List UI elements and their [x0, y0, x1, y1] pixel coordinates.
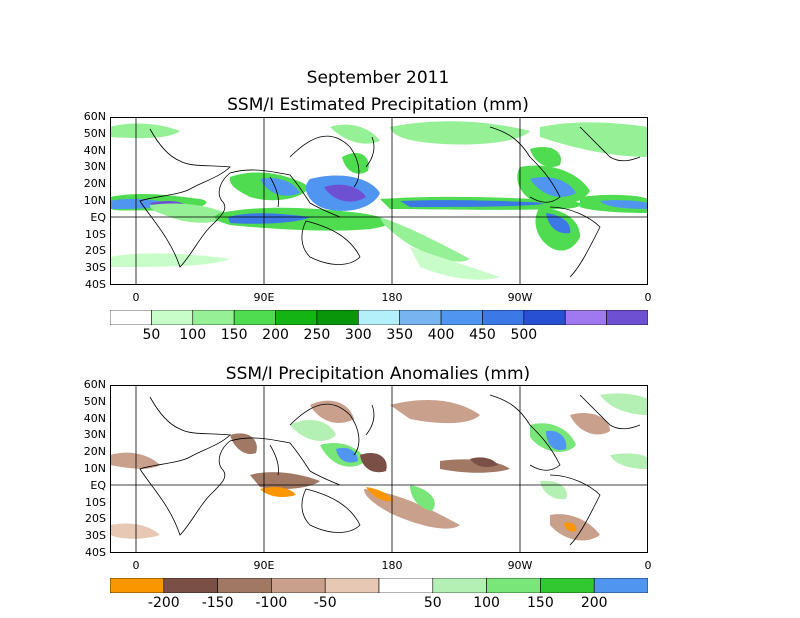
lat-label: 20S	[85, 244, 106, 258]
colorbar-swatch	[110, 310, 152, 325]
map2-grid	[110, 385, 648, 553]
colorbar-label: 200	[262, 327, 289, 343]
colorbar-label: 50	[142, 327, 161, 343]
colorbar-label: -200	[147, 595, 180, 611]
lat-label: 60N	[83, 378, 106, 391]
colorbar-swatch	[110, 578, 165, 593]
lat-label: EQ	[90, 478, 106, 492]
lat-label: 20N	[83, 177, 106, 191]
lat-label: 30S	[85, 261, 106, 275]
colorbar-label: 400	[427, 327, 455, 343]
coastlines	[139, 394, 641, 546]
anomaly-regions	[110, 393, 648, 541]
lat-label: 10N	[83, 462, 106, 475]
colorbar-swatch	[192, 310, 235, 325]
lon-label: 0	[132, 291, 140, 304]
lat-label: 50N	[83, 394, 106, 408]
anomaly-colorbar	[110, 578, 648, 593]
lon-label: 90W	[507, 559, 533, 572]
lat-label: 40S	[85, 278, 106, 291]
colorbar-label: 450	[469, 327, 496, 343]
colorbar-swatch	[540, 578, 595, 593]
lon-label: 90E	[253, 291, 275, 304]
colorbar-swatch	[399, 310, 442, 325]
lat-label: EQ	[90, 210, 106, 224]
colorbar-label: 50	[423, 595, 442, 611]
lat-label: 30N	[83, 428, 106, 442]
colorbar-swatch	[432, 578, 487, 593]
precipitation-map	[110, 117, 648, 285]
colorbar-label: 350	[386, 327, 414, 343]
lon-label: 180	[381, 559, 403, 572]
lat-label: 10S	[85, 227, 106, 241]
colorbar-label: 100	[473, 595, 500, 611]
colorbar-swatch	[151, 310, 194, 325]
colorbar-swatch	[440, 310, 483, 325]
colorbar-label: 100	[179, 327, 207, 343]
colorbar-swatch	[593, 578, 648, 593]
colorbar-swatch	[163, 578, 218, 593]
lat-label: 40S	[85, 546, 106, 559]
colorbar-label: 150	[527, 595, 554, 611]
lon-label: 90W	[507, 291, 533, 304]
colorbar-label: -150	[201, 595, 234, 611]
lat-label: 50N	[83, 126, 106, 140]
colorbar-label: 200	[580, 595, 608, 611]
lat-label: 30N	[83, 160, 106, 174]
precip-regions	[110, 121, 648, 280]
colorbar-swatch	[564, 310, 607, 325]
lat-label: 40N	[83, 143, 106, 157]
map1-title: SSM/I Estimated Precipitation (mm)	[227, 95, 529, 115]
lon-label: 0	[644, 291, 652, 304]
colorbar-swatch	[378, 578, 434, 593]
lon-label: 90E	[253, 559, 275, 572]
colorbar-swatch	[482, 310, 525, 325]
lat-label: 10S	[85, 495, 106, 509]
lon-label: 0	[132, 559, 140, 572]
colorbar-label: -100	[255, 595, 288, 611]
colorbar-swatch	[486, 578, 541, 593]
lat-label: 20N	[83, 445, 106, 459]
map1-grid	[110, 117, 648, 285]
lat-label: 40N	[83, 411, 106, 425]
coastlines	[139, 126, 641, 278]
lat-label: 20S	[85, 512, 106, 526]
colorbar-label: -50	[313, 595, 337, 611]
colorbar-swatch	[606, 310, 648, 325]
colorbar-swatch	[217, 578, 272, 593]
colorbar-label: 300	[344, 327, 372, 343]
colorbar-swatch	[233, 310, 276, 325]
colorbar-label: 500	[510, 327, 538, 343]
colorbar-label: 250	[303, 327, 331, 343]
colorbar-swatch	[275, 310, 318, 325]
colorbar-swatch	[324, 578, 380, 593]
anomaly-map	[110, 385, 648, 553]
figure-title: September 2011	[306, 68, 450, 88]
lat-label: 30S	[85, 529, 106, 543]
lat-label: 60N	[83, 110, 106, 123]
lon-label: 180	[381, 291, 403, 304]
lat-label: 10N	[83, 194, 106, 207]
precipitation-colorbar	[110, 310, 648, 325]
colorbar-swatch	[358, 310, 400, 325]
colorbar-swatch	[271, 578, 326, 593]
colorbar-swatch	[316, 310, 359, 325]
colorbar-swatch	[523, 310, 566, 325]
colorbar-label: 150	[220, 327, 248, 343]
map2-title: SSM/I Precipitation Anomalies (mm)	[225, 364, 531, 384]
lon-label: 0	[644, 559, 652, 572]
